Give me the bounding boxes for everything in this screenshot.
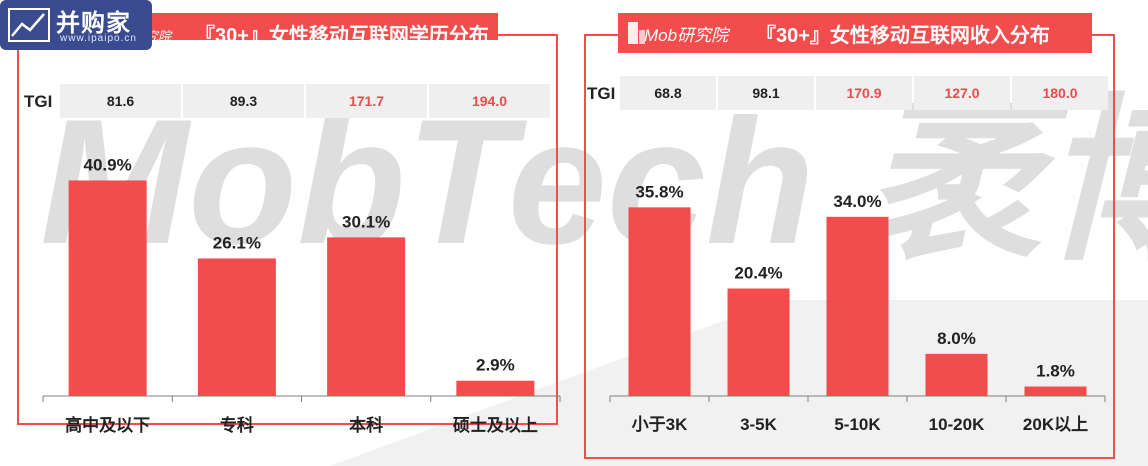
chart-title: 『30+』女性移动互联网收入分布 (756, 23, 1050, 47)
tgi-cell (914, 76, 1010, 110)
x-tick-label: 硕士及以上 (453, 415, 538, 435)
x-tick-label: 10-20K (929, 415, 985, 434)
site-logo: 并购家 www.ipaipo.cn (0, 0, 152, 50)
bar-value-label: 2.9% (476, 356, 515, 375)
tgi-cell (1012, 76, 1108, 110)
site-logo-brand: 并购家 (56, 10, 131, 37)
bar-value-label: 20.4% (734, 263, 782, 282)
tgi-value: 171.7 (349, 93, 384, 109)
bar (826, 216, 889, 396)
bar-value-label: 8.0% (937, 329, 976, 348)
x-tick-label: 高中及以下 (65, 415, 150, 435)
tgi-cell (620, 76, 716, 110)
bar (925, 353, 988, 396)
tgi-value: 98.1 (752, 85, 779, 101)
tgi-cell (816, 76, 912, 110)
chart-education: 研究院『30+』女性移动互联网学历分布TGI81.689.3171.7194.0… (17, 13, 561, 435)
tgi-value: 170.9 (846, 85, 881, 101)
line-chart-icon (8, 8, 50, 42)
site-logo-url: www.ipaipo.cn (60, 33, 137, 44)
bar-value-label: 30.1% (342, 212, 390, 231)
bar-value-label: 1.8% (1036, 362, 1075, 381)
tgi-value: 180.0 (1042, 85, 1077, 101)
title-prefix: Mob研究院 (644, 26, 731, 45)
tgi-cell (306, 84, 427, 118)
bar (1024, 386, 1087, 396)
bar (456, 380, 535, 396)
x-tick-label: 小于3K (632, 415, 688, 434)
tgi-cell (718, 76, 814, 110)
tgi-value: 89.3 (230, 93, 257, 109)
report-icon-page (628, 22, 638, 44)
tgi-value: 81.6 (107, 93, 134, 109)
bar (68, 180, 147, 396)
chart-title: 『30+』女性移动互联网学历分布 (195, 23, 489, 47)
report-icon-page (639, 30, 645, 44)
bar (327, 237, 406, 396)
bar-value-label: 40.9% (84, 155, 132, 174)
tgi-value: 194.0 (472, 93, 507, 109)
title-band (618, 13, 1092, 53)
tgi-cell (429, 84, 550, 118)
tgi-value: 68.8 (654, 85, 681, 101)
chart-income: Mob研究院 『30+』女性移动互联网收入分布 TGI 68.8 98.1 170.9 12… (584, 13, 1115, 459)
bar (727, 288, 790, 396)
bar-value-label: 34.0% (833, 192, 881, 211)
bar-value-label: 35.8% (635, 182, 683, 201)
tgi-label: TGI (587, 84, 615, 103)
x-tick-label: 3-5K (740, 415, 778, 434)
tgi-label: TGI (24, 92, 52, 111)
tgi-cell (60, 84, 181, 118)
x-tick-label: 5-10K (834, 415, 881, 434)
tgi-value: 127.0 (944, 85, 979, 101)
bar (628, 207, 691, 396)
x-tick-label: 专科 (220, 415, 254, 435)
tgi-cell (183, 84, 304, 118)
report-icon (628, 22, 645, 44)
x-tick-label: 20K以上 (1023, 415, 1088, 434)
bar-value-label: 26.1% (213, 233, 261, 252)
bar (197, 258, 276, 396)
x-tick-label: 本科 (349, 415, 383, 435)
